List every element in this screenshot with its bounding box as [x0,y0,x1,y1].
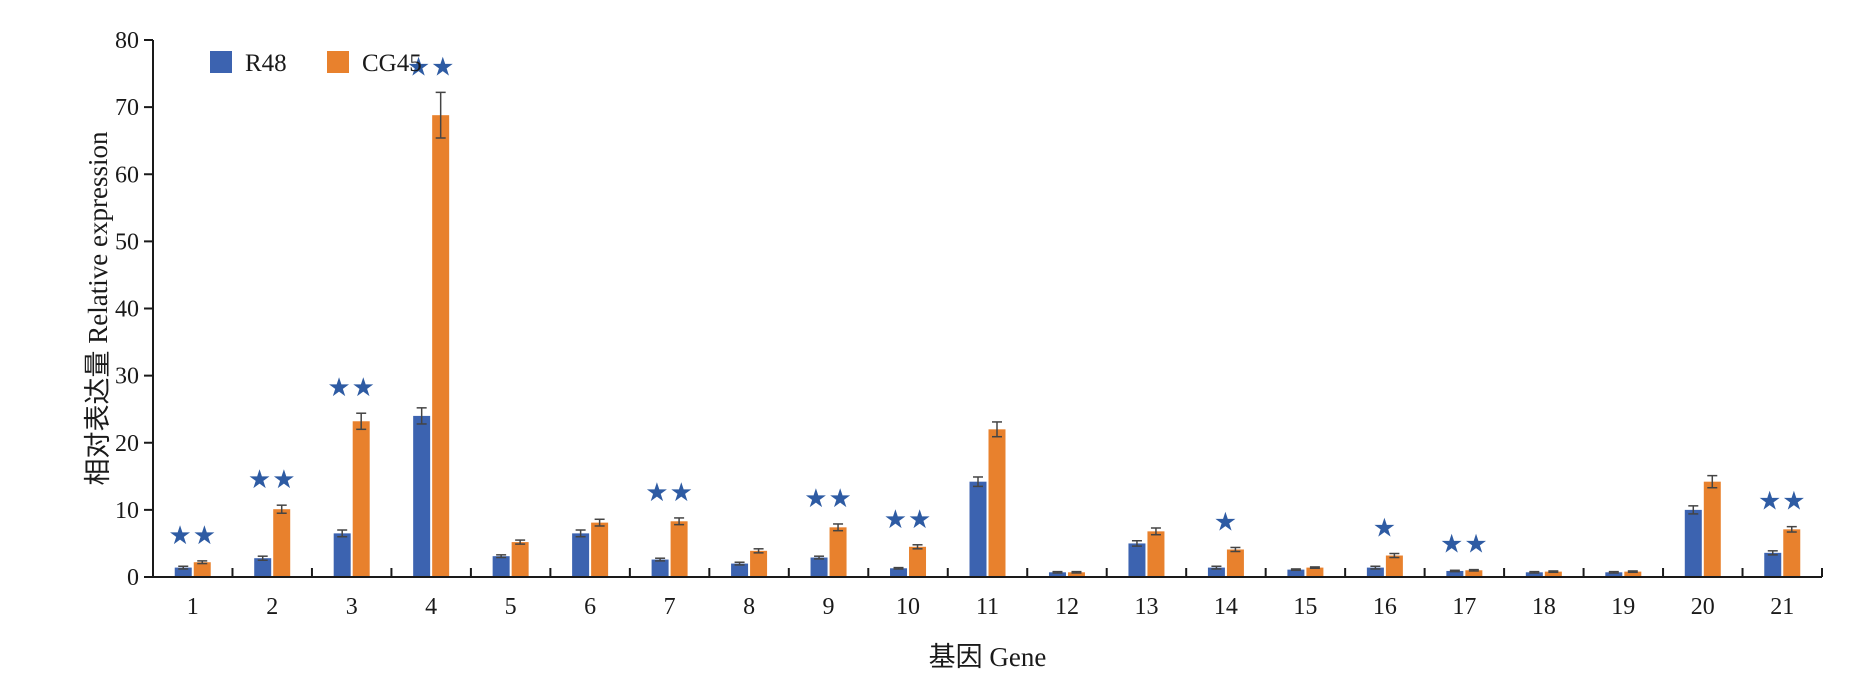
bar-cg45-9 [829,527,847,577]
legend-label-cg45: CG45 [362,50,422,77]
bar-cg45-18 [1544,571,1562,577]
bar-r48-12 [1048,572,1066,577]
bar-r48-2 [254,558,272,577]
bar-cg45-11 [988,429,1006,577]
significance-stars-17: ★★ [1440,530,1489,560]
bar-r48-13 [1128,543,1146,577]
bar-cg45-12 [1067,572,1085,577]
bar-cg45-6 [591,522,609,577]
x-tick-label: 14 [1214,594,1238,620]
x-tick-label: 8 [743,594,755,620]
bar-r48-5 [492,556,510,577]
significance-stars-7: ★★ [645,478,694,508]
x-tick-label: 10 [896,594,920,620]
x-tick-label: 3 [346,594,358,620]
x-axis-title: 基因 Gene [929,642,1047,672]
x-tick-label: 18 [1532,594,1556,620]
y-tick-label: 50 [115,229,139,255]
bar-r48-7 [651,559,669,577]
bar-r48-9 [810,557,828,577]
y-axis-title: 相对表达量 Relative expression [83,131,113,485]
bar-cg45-1 [193,562,211,577]
x-tick-label: 1 [187,594,199,620]
bar-cg45-19 [1624,571,1642,577]
x-tick-label: 11 [976,594,999,620]
y-tick-label: 20 [115,431,139,457]
significance-stars-14: ★ [1214,507,1238,537]
bar-cg45-15 [1306,567,1324,577]
y-tick-label: 10 [115,498,139,524]
significance-stars-16: ★ [1373,514,1397,544]
legend-swatch-cg45 [327,51,349,73]
bars-group [174,115,1801,578]
significance-stars-10: ★★ [884,505,933,535]
bar-r48-3 [333,533,351,577]
bar-cg45-4 [432,115,450,578]
x-tick-label: 5 [505,594,517,620]
x-tick-label: 16 [1373,594,1397,620]
significance-stars-21: ★★ [1758,487,1807,517]
bar-r48-8 [731,563,749,577]
bar-cg45-21 [1783,529,1801,577]
bar-cg45-16 [1385,555,1403,577]
bar-cg45-8 [750,550,768,577]
x-tick-label: 19 [1611,594,1635,620]
axes-group [152,40,1822,578]
bar-cg45-14 [1226,549,1244,577]
bar-cg45-10 [909,546,927,577]
y-tick-label: 70 [115,95,139,121]
bar-r48-10 [890,568,908,577]
legend: R48 CG45 [210,50,422,77]
bar-r48-6 [572,533,590,577]
bar-r48-1 [174,567,192,577]
y-ticks-group: 0 10 20 30 40 50 60 70 80 [115,28,153,591]
bar-cg45-13 [1147,531,1165,577]
bar-r48-15 [1287,569,1305,577]
bar-r48-19 [1605,572,1623,577]
significance-stars-2: ★★ [248,465,297,495]
bar-r48-21 [1764,552,1782,577]
error-bars-group [178,91,1797,574]
bar-cg45-17 [1465,570,1483,577]
bar-r48-11 [969,481,987,577]
bar-cg45-20 [1703,481,1721,577]
x-tick-label: 15 [1293,594,1317,620]
bar-r48-16 [1366,567,1384,577]
x-ticks-group: 1 2 3 4 5 6 7 8 9 10 11 12 13 14 15 16 17 18 19 20 21 [152,568,1823,620]
legend-swatch-r48 [210,51,232,73]
legend-label-r48: R48 [245,50,287,77]
bar-cg45-5 [511,542,529,577]
bar-r48-20 [1684,509,1702,577]
bar-cg45-7 [670,521,688,577]
significance-stars-group: ★★★★★★★★★★ ★★★★ ★ ★★★★★ [168,52,1807,560]
bar-cg45-3 [352,421,370,577]
x-tick-label: 9 [823,594,835,620]
x-tick-label: 12 [1055,594,1079,620]
significance-stars-1: ★★ [168,521,217,551]
bar-r48-18 [1525,572,1543,577]
x-tick-label: 17 [1452,594,1476,620]
x-tick-label: 7 [664,594,676,620]
x-tick-label: 6 [584,594,596,620]
y-tick-label: 80 [115,28,139,54]
significance-stars-4: ★★ [407,52,456,82]
bar-cg45-2 [273,509,291,577]
x-tick-label: 2 [266,594,278,620]
x-tick-label: 20 [1691,594,1715,620]
bar-r48-4 [413,415,431,577]
x-tick-label: 21 [1770,594,1794,620]
bar-r48-17 [1446,570,1464,577]
y-tick-label: 0 [127,565,139,591]
x-tick-label: 4 [425,594,437,620]
bar-r48-14 [1207,567,1225,577]
y-tick-label: 40 [115,297,139,323]
y-tick-label: 30 [115,364,139,390]
x-tick-label: 13 [1134,594,1158,620]
y-tick-label: 60 [115,162,139,188]
significance-stars-9: ★★ [804,484,853,514]
significance-stars-3: ★★ [327,373,376,403]
